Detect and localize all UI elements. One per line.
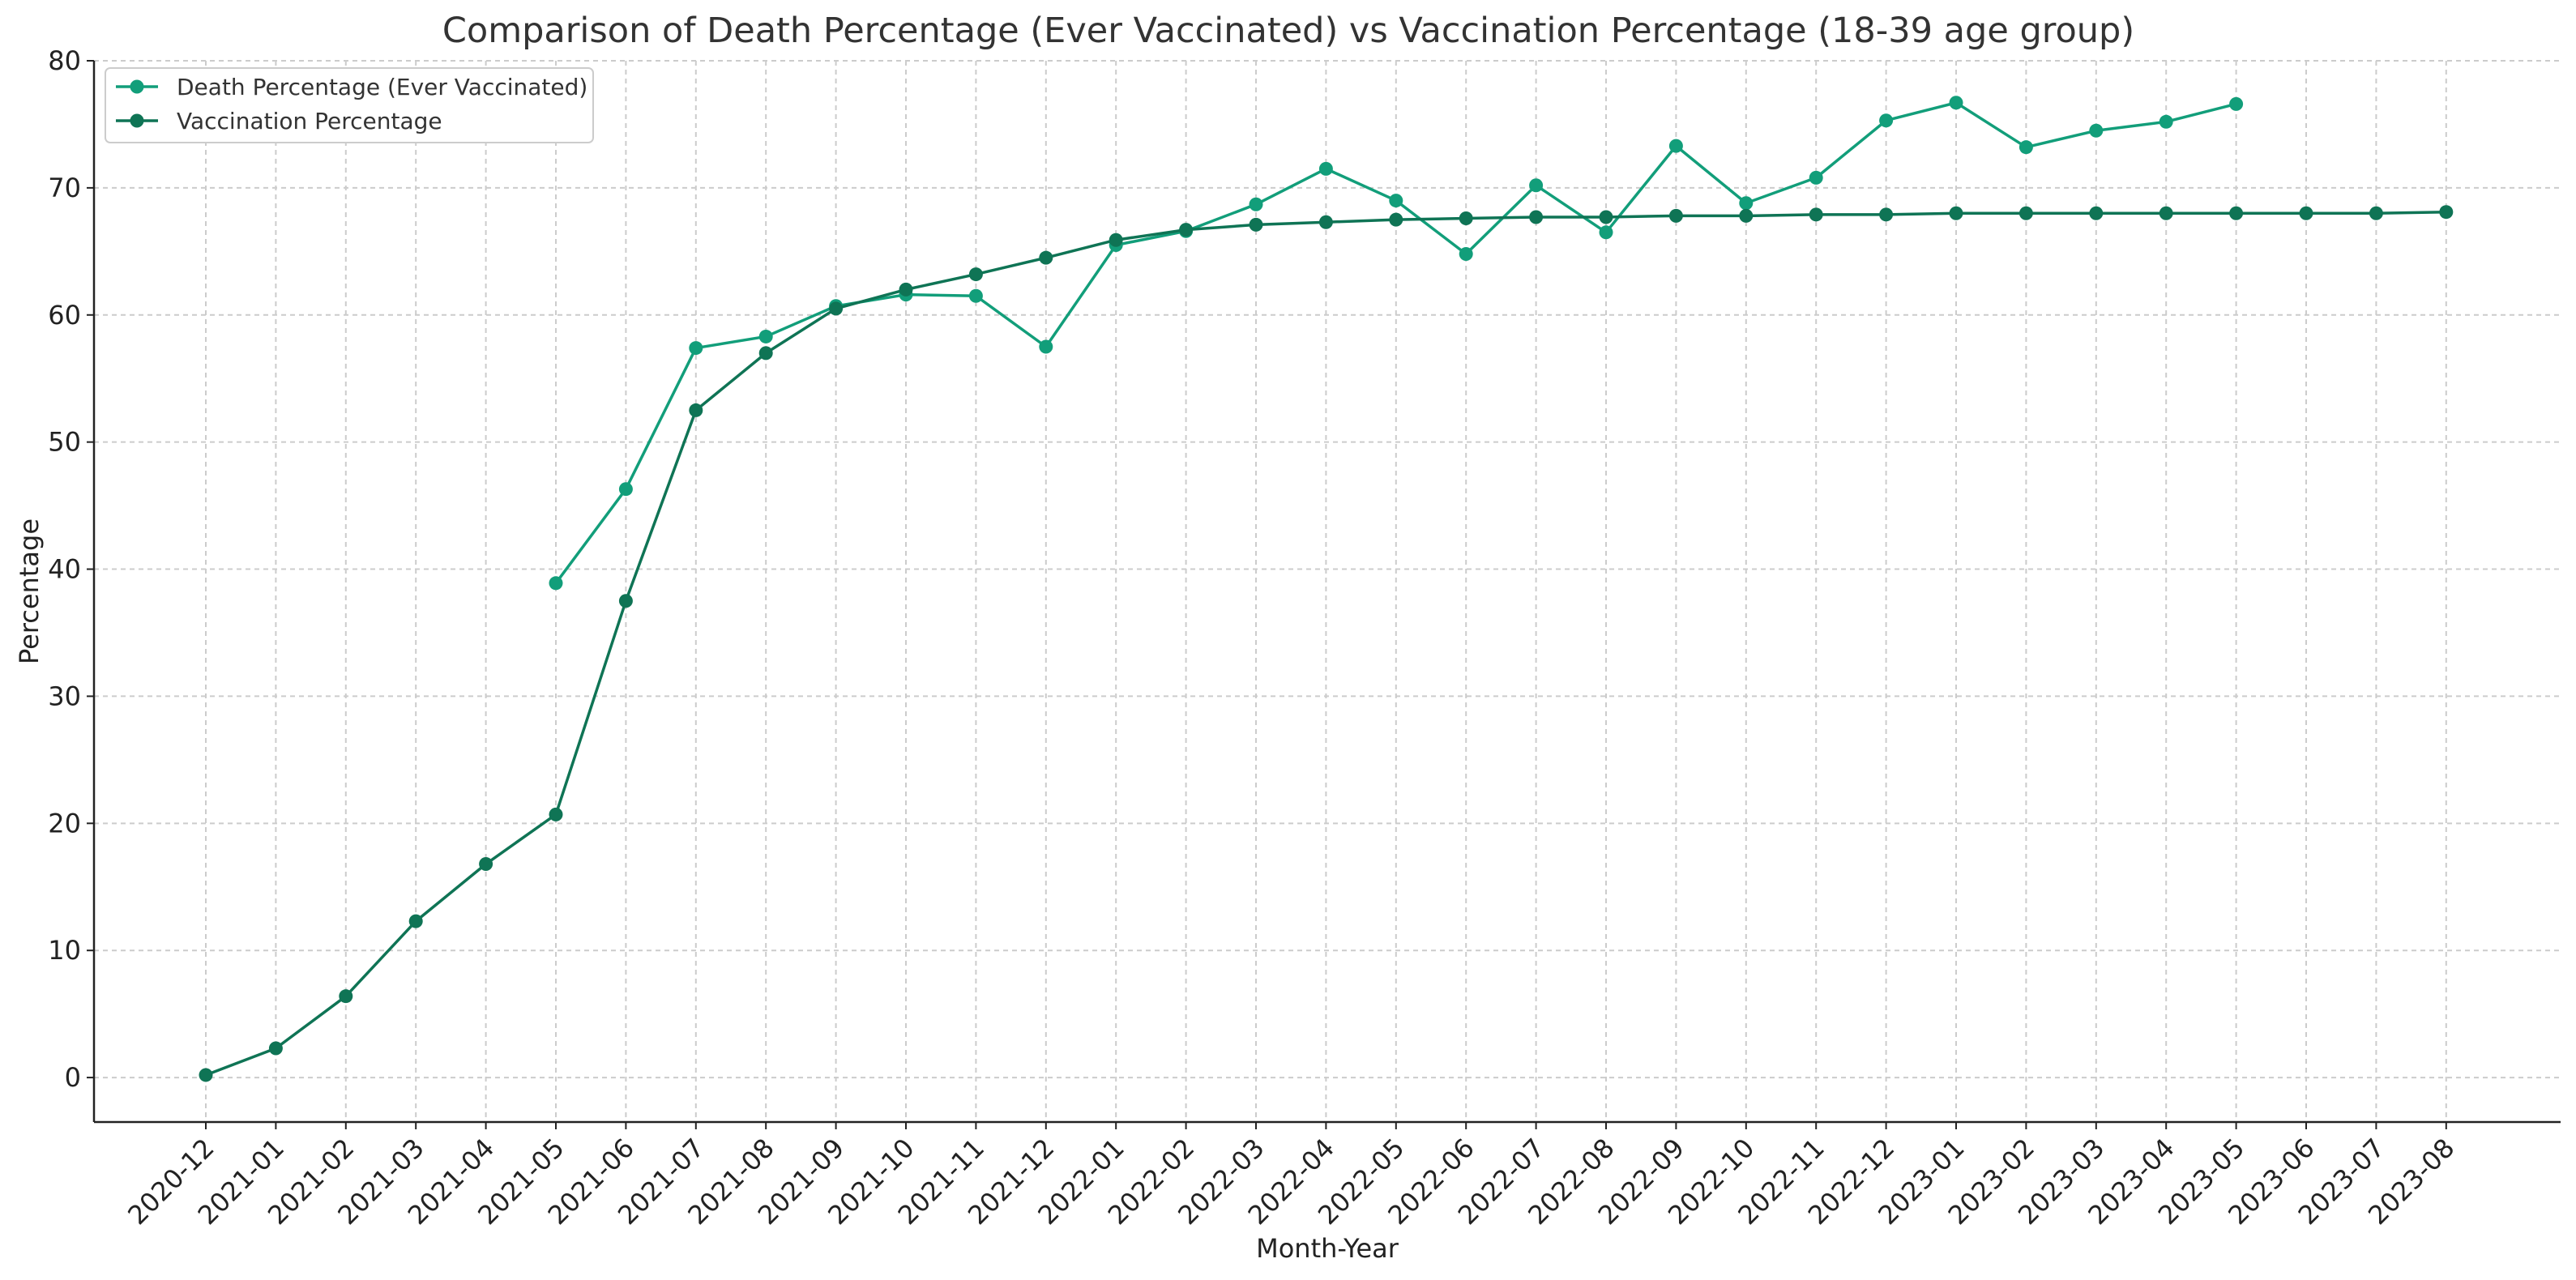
y-tick-label: 40: [48, 554, 81, 585]
data-point-death-pct-2021-12: [1039, 339, 1053, 354]
data-point-death-pct-2022-11: [1809, 170, 1823, 185]
y-tick-label: 10: [48, 935, 81, 966]
data-point-death-pct-2022-12: [1879, 113, 1894, 128]
data-point-death-pct-2021-07: [689, 341, 703, 356]
data-point-vacc-pct-2023-04: [2159, 206, 2173, 220]
data-point-vacc-pct-2021-06: [618, 594, 633, 608]
data-point-vacc-pct-2022-03: [1249, 217, 1263, 232]
data-point-vacc-pct-2023-05: [2229, 206, 2244, 220]
data-point-death-pct-2023-04: [2159, 114, 2173, 129]
data-point-death-pct-2021-06: [618, 482, 633, 497]
data-point-vacc-pct-2023-07: [2369, 206, 2383, 220]
data-point-death-pct-2022-06: [1459, 246, 1473, 261]
data-point-vacc-pct-2023-08: [2439, 205, 2454, 220]
legend-label-death-pct: Death Percentage (Ever Vaccinated): [177, 74, 587, 100]
data-point-vacc-pct-2021-09: [829, 301, 844, 316]
legend-label-vacc-pct: Vaccination Percentage: [177, 108, 442, 134]
data-point-vacc-pct-2022-05: [1389, 212, 1403, 227]
data-point-vacc-pct-2021-11: [968, 267, 983, 282]
data-point-vacc-pct-2023-01: [1949, 206, 1963, 220]
legend-box: [105, 67, 594, 143]
y-ticks: 0 10 20 30 40 50 60 70 80: [48, 45, 94, 1093]
legend: Death Percentage (Ever Vaccinated) Vaccin…: [105, 67, 594, 143]
data-point-death-pct-2023-03: [2089, 123, 2104, 138]
data-point-death-pct-2022-04: [1318, 161, 1333, 176]
data-point-vacc-pct-2022-07: [1529, 210, 1544, 224]
data-point-death-pct-2022-08: [1599, 225, 1613, 240]
data-point-vacc-pct-2021-04: [479, 857, 493, 872]
data-point-vacc-pct-2021-05: [549, 807, 563, 821]
data-point-vacc-pct-2021-03: [408, 914, 423, 928]
y-tick-label: 60: [48, 300, 81, 331]
data-point-vacc-pct-2021-10: [899, 282, 913, 297]
data-point-death-pct-2023-05: [2229, 96, 2244, 111]
data-point-death-pct-2021-08: [758, 329, 773, 343]
y-tick-label: 50: [48, 427, 81, 458]
grid: [94, 60, 2561, 1122]
data-point-vacc-pct-2021-07: [689, 403, 703, 417]
data-point-vacc-pct-2021-02: [339, 989, 353, 1004]
series: [199, 96, 2454, 1082]
y-tick-label: 0: [65, 1062, 81, 1093]
y-tick-label: 80: [48, 45, 81, 76]
data-point-death-pct-2021-11: [968, 288, 983, 303]
y-axis-label: Percentage: [14, 518, 45, 664]
axes: [92, 61, 2561, 1124]
data-point-vacc-pct-2022-08: [1599, 210, 1613, 224]
data-point-death-pct-2022-03: [1249, 197, 1263, 211]
x-ticks: 2020-122021-012021-022021-032021-042021-…: [122, 1122, 2460, 1231]
data-point-vacc-pct-2022-02: [1179, 223, 1194, 237]
data-point-vacc-pct-2022-12: [1879, 207, 1894, 222]
data-point-vacc-pct-2021-12: [1039, 250, 1053, 265]
data-point-vacc-pct-2023-02: [2019, 206, 2033, 220]
x-axis-label: Month-Year: [1256, 1233, 1399, 1264]
data-point-vacc-pct-2022-01: [1109, 233, 1123, 247]
legend-swatch-marker-death-pct: [130, 79, 144, 94]
data-point-vacc-pct-2022-11: [1809, 207, 1823, 222]
chart-title: Comparison of Death Percentage (Ever Vac…: [442, 11, 2134, 51]
data-point-vacc-pct-2020-12: [199, 1068, 213, 1082]
data-point-death-pct-2021-05: [549, 576, 563, 591]
y-tick-label: 20: [48, 808, 81, 838]
data-point-vacc-pct-2022-09: [1668, 208, 1683, 223]
data-point-vacc-pct-2021-08: [758, 346, 773, 361]
data-point-death-pct-2022-09: [1668, 139, 1683, 153]
data-point-death-pct-2023-01: [1949, 96, 1963, 110]
y-tick-label: 30: [48, 681, 81, 711]
data-point-vacc-pct-2022-10: [1739, 208, 1754, 223]
data-point-death-pct-2022-05: [1389, 194, 1403, 208]
data-point-vacc-pct-2022-06: [1459, 211, 1473, 226]
data-point-vacc-pct-2022-04: [1318, 215, 1333, 229]
data-point-death-pct-2023-02: [2019, 140, 2033, 155]
y-tick-label: 70: [48, 173, 81, 203]
data-point-vacc-pct-2023-06: [2299, 206, 2313, 220]
legend-swatch-marker-vacc-pct: [130, 113, 144, 128]
data-point-vacc-pct-2021-01: [268, 1041, 283, 1056]
series-vacc-pct: [199, 205, 2454, 1082]
data-point-death-pct-2022-10: [1739, 196, 1754, 211]
data-point-death-pct-2022-07: [1529, 178, 1544, 193]
data-point-vacc-pct-2023-03: [2089, 206, 2104, 220]
